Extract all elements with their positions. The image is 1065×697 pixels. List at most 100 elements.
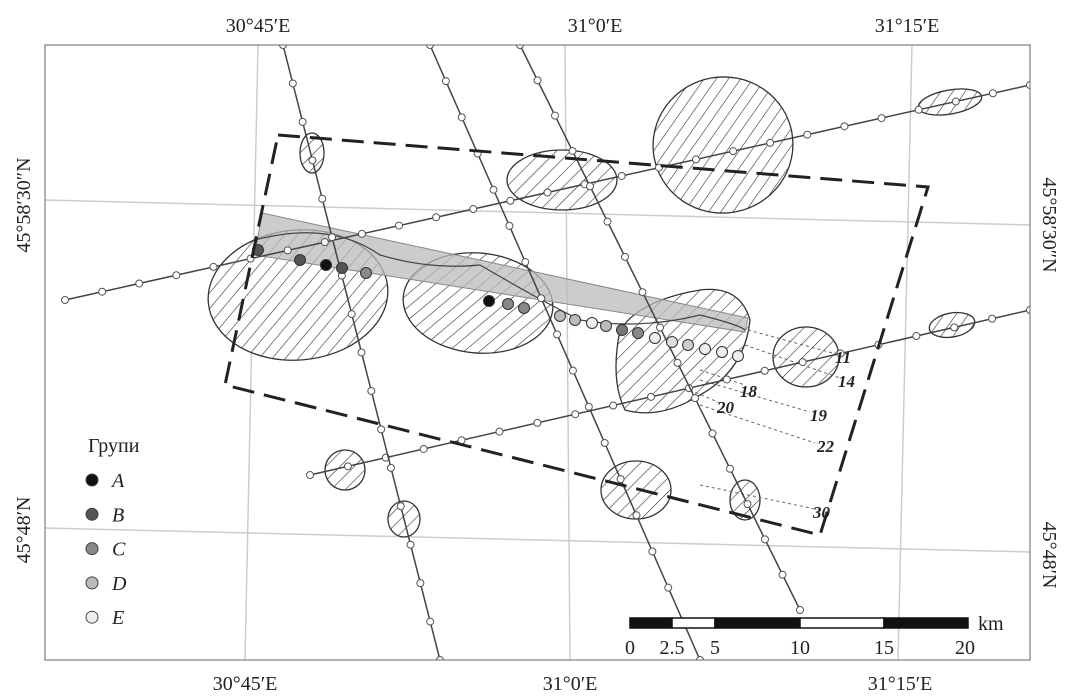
track-dot [609, 401, 618, 410]
track-dot [803, 130, 812, 139]
track-dot [489, 185, 498, 194]
track-dot [457, 113, 466, 122]
track-dot [328, 233, 337, 242]
group-point [502, 298, 514, 310]
track-dot [406, 540, 415, 549]
track-dot [912, 332, 921, 341]
track-dot [347, 310, 356, 319]
track-label: 14 [838, 372, 855, 391]
track-dot [367, 386, 376, 395]
legend-marker [85, 610, 99, 624]
track-label: 11 [835, 348, 851, 367]
track-dot [426, 617, 435, 626]
legend-marker [85, 576, 99, 590]
track-dot [419, 444, 428, 453]
track [309, 309, 1030, 476]
track-dot [386, 463, 395, 472]
track-dot [914, 105, 923, 114]
track-dot [395, 221, 404, 230]
track-dot [766, 138, 775, 147]
legend-marker [85, 507, 99, 521]
legend-label: B [112, 504, 124, 526]
bottom-label: 31°0′E [543, 673, 598, 695]
right-label: 45°48′N [1038, 522, 1060, 589]
track-dot [951, 97, 960, 106]
track-label: 22 [816, 437, 835, 456]
track-dot [691, 394, 699, 403]
track-dot [840, 122, 849, 131]
group-point [699, 343, 711, 355]
track-dot [61, 296, 69, 304]
group-point [616, 324, 628, 336]
scale-label: 5 [710, 637, 720, 659]
track-dot [416, 579, 425, 588]
track-dot [1026, 306, 1030, 314]
track-dot [533, 418, 542, 427]
track-label: 20 [716, 398, 735, 417]
track-dot [318, 194, 327, 203]
track-dot [722, 375, 731, 384]
track-dot [877, 114, 886, 123]
group-point [294, 254, 306, 266]
track-dot [543, 188, 552, 197]
track-dot [436, 656, 444, 660]
track-dot [537, 294, 546, 303]
legend-title: Групи [88, 435, 140, 457]
top-label: 31°0′E [568, 15, 623, 37]
track-dot [621, 252, 629, 261]
track-label: 19 [810, 406, 828, 425]
track-dot [553, 330, 562, 339]
track-dot [743, 500, 752, 509]
track-dot [798, 358, 807, 367]
track-dot [357, 229, 366, 238]
group-point [666, 336, 678, 348]
track-dot [306, 471, 314, 479]
track-dot [584, 402, 593, 411]
track-dot [135, 279, 144, 288]
group-point [518, 302, 530, 314]
track-dot [521, 258, 530, 267]
track-dot [761, 535, 769, 544]
group-point [716, 346, 728, 358]
track-dot [648, 547, 657, 556]
group-point [632, 327, 644, 339]
legend-marker [85, 542, 99, 556]
group-point [600, 320, 612, 332]
track-dot [691, 155, 700, 164]
track-dot [726, 464, 734, 473]
track-dot [836, 349, 845, 358]
track-dot [516, 45, 524, 49]
track-dot [568, 366, 577, 375]
track-dot [495, 427, 504, 436]
track-dot [603, 217, 612, 226]
track-label: 30 [812, 503, 831, 522]
top-label: 30°45′E [226, 15, 291, 37]
right-label: 45°58′30″N [1038, 177, 1060, 272]
track-dot [988, 314, 997, 323]
track-dot [279, 45, 287, 49]
tracks [61, 45, 1030, 660]
track-dot [616, 475, 625, 484]
graticule [45, 45, 1030, 660]
group-points [252, 244, 744, 362]
track-label: 18 [740, 382, 758, 401]
track-dot [796, 606, 804, 614]
group-point [483, 295, 495, 307]
track-dot [654, 163, 663, 172]
track-dot [1026, 81, 1030, 89]
track-dot [469, 205, 478, 214]
track-dot [377, 425, 386, 434]
group-point [320, 259, 332, 271]
legend-label: A [110, 470, 125, 492]
track-dot [568, 146, 577, 155]
track-extensions [689, 329, 841, 511]
map-body [45, 45, 1030, 660]
track-dot [320, 238, 329, 247]
scale-unit: km [978, 613, 1004, 635]
group-point [554, 310, 566, 322]
track-dot [209, 262, 218, 271]
scale-bar [629, 617, 969, 629]
legend-marker [85, 473, 99, 487]
